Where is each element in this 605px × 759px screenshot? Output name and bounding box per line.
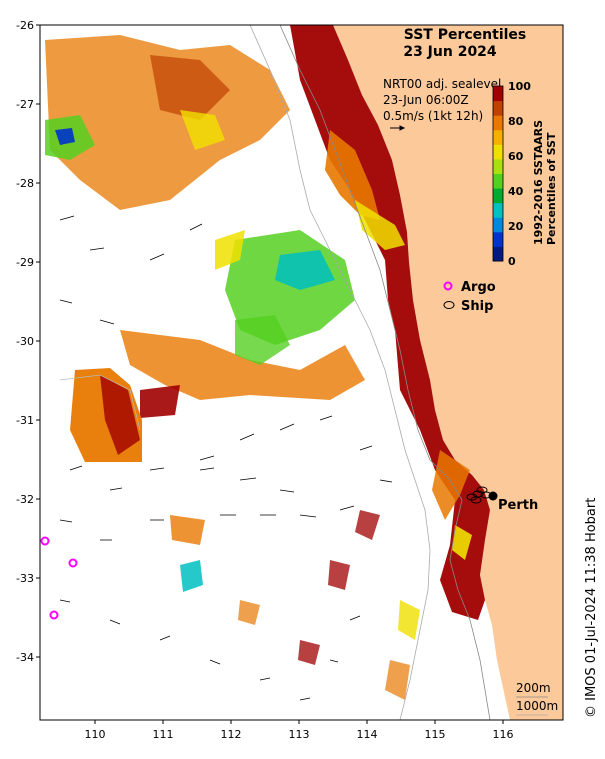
colorbar-tick: 0	[508, 255, 516, 268]
west-warm-block-red	[100, 375, 140, 455]
central-yellow-arc	[215, 230, 245, 270]
map-title: SST Percentiles	[404, 27, 527, 43]
colorbar-label-2: Percentiles of SST	[545, 132, 558, 245]
credit-text: © IMOS 01-Jul-2024 11:38 Hobart	[584, 498, 599, 718]
plot-frame	[39, 24, 564, 721]
current-scale-label: 0.5m/s (1kt 12h)	[383, 109, 483, 123]
argo-legend-marker	[443, 281, 453, 291]
colorbar-label-1: 1992-2016 SSTAARS	[532, 120, 545, 245]
colorbar-segment	[493, 202, 503, 218]
ship-legend-label: Ship	[461, 299, 493, 314]
y-tick-label: -27	[16, 98, 34, 111]
colorbar-segment	[493, 86, 503, 102]
perth-label: Perth	[498, 498, 538, 513]
nw-blue-patch	[55, 128, 75, 145]
current-time-label: 23-Jun 06:00Z	[383, 93, 469, 107]
central-cyan-core	[275, 250, 335, 290]
south-orange-scatter	[238, 600, 410, 700]
south-red-patches	[298, 510, 380, 665]
argo-float-marker	[49, 610, 59, 620]
south-yellow-patch	[398, 600, 420, 640]
coastal-orange-patch	[325, 130, 380, 220]
y-tick-label: -33	[16, 572, 34, 585]
y-tick-label: -34	[16, 651, 34, 664]
central-red-streak	[140, 385, 180, 418]
y-tick-label: -29	[16, 256, 34, 269]
colorbar-segment	[493, 158, 503, 174]
central-orange-belt	[120, 330, 365, 400]
current-model-label: NRT00 adj. sealevel	[383, 77, 501, 91]
y-tick-label: -30	[16, 335, 34, 348]
depth-200-label: 200m	[516, 681, 551, 695]
colorbar-segment	[493, 115, 503, 131]
y-axis	[36, 24, 40, 658]
argo-float-marker	[40, 536, 50, 546]
x-tick-label: 114	[357, 728, 378, 741]
argo-float-marker	[68, 558, 78, 568]
colorbar-tick: 60	[508, 150, 524, 163]
current-scale-arrow	[390, 125, 406, 131]
x-tick-label: 111	[153, 728, 174, 741]
colorbar-segment	[493, 173, 503, 189]
ship-legend-marker	[443, 301, 455, 309]
argo-floats	[40, 536, 78, 620]
coastal-yellow-patch	[355, 200, 405, 250]
x-tick-label: 115	[425, 728, 446, 741]
colorbar-frame	[492, 85, 504, 262]
nw-red-patches	[150, 55, 230, 120]
nw-warm-region	[45, 35, 290, 210]
central-green-south	[235, 315, 290, 365]
colorbar-segment	[493, 188, 503, 204]
coastal-orange-patch-south	[432, 450, 470, 520]
x-tick-label: 110	[85, 728, 106, 741]
south-cyan-patch	[180, 560, 203, 592]
perth-marker	[488, 491, 498, 501]
colorbar-segment	[493, 144, 503, 160]
colorbar-segment	[493, 217, 503, 233]
y-tick-label: -31	[16, 414, 34, 427]
colorbar-segment	[493, 231, 503, 247]
land-mass	[333, 25, 563, 720]
x-axis	[94, 720, 504, 724]
colorbar-segment	[493, 246, 503, 262]
y-tick-label: -26	[16, 19, 34, 32]
coastal-yellow-patch-south	[452, 525, 472, 560]
colorbar-tick: 20	[508, 220, 524, 233]
colorbar-tick: 80	[508, 115, 524, 128]
isobath-west	[59, 374, 141, 431]
x-tick-label: 112	[221, 728, 242, 741]
colorbar-tick: 100	[508, 80, 531, 93]
ship-markers	[466, 486, 492, 504]
y-tick-label: -32	[16, 493, 34, 506]
depth-1000-label: 1000m	[516, 699, 558, 713]
nw-yellow-patch	[180, 110, 225, 150]
argo-legend-label: Argo	[461, 280, 496, 295]
isobath-1000m	[249, 25, 431, 720]
colorbar-segment	[493, 100, 503, 116]
map-date: 23 Jun 2024	[403, 44, 497, 60]
colorbar	[493, 86, 503, 262]
south-orange-patch	[170, 515, 205, 545]
x-tick-label: 116	[493, 728, 514, 741]
colorbar-tick: 40	[508, 185, 524, 198]
colorbar-segment	[493, 129, 503, 145]
isobath-200m	[279, 25, 491, 720]
x-tick-label: 113	[289, 728, 310, 741]
y-tick-label: -28	[16, 177, 34, 190]
current-arrows	[59, 215, 393, 701]
